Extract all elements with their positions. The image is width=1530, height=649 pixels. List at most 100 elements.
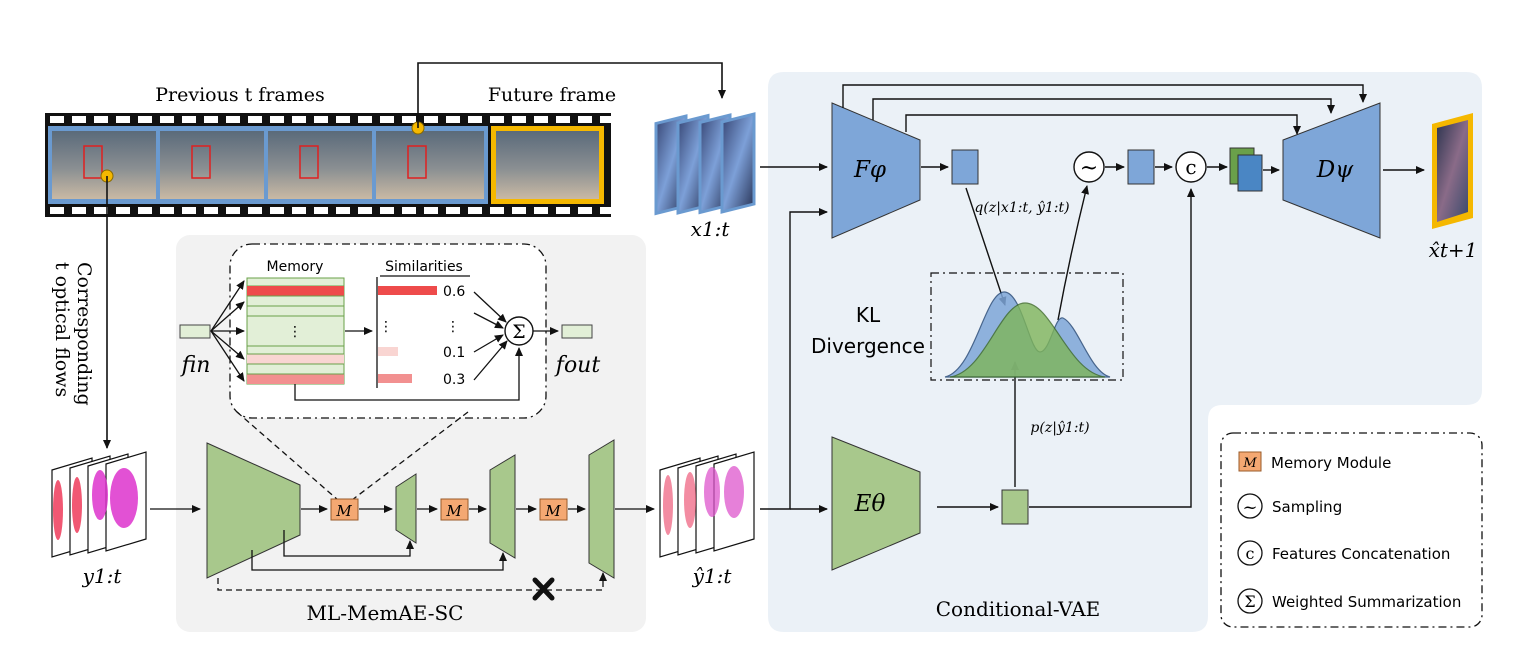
film-perforation [270, 207, 284, 214]
film-perforation [424, 207, 438, 214]
f-in-label: fin [180, 353, 211, 378]
cvae-panel [768, 72, 1482, 632]
film-perforation [72, 116, 86, 123]
y-input-label: y1:t [82, 564, 123, 588]
film-perforation [556, 207, 570, 214]
sampling-node [1073, 151, 1105, 183]
concat-symbol: c [1185, 155, 1196, 179]
d-psi-label: Dψ [1316, 157, 1354, 183]
memae-encoder-block-2 [395, 473, 417, 544]
sampling-symbol: ~ [1080, 156, 1098, 181]
similarity-value-2: 0.1 [443, 345, 465, 361]
legend-concat-label: Features Concatenation [1272, 545, 1450, 563]
similarity-bars [378, 286, 437, 383]
f-in-vector [179, 324, 211, 339]
skip-removed-cross-icon [532, 577, 555, 601]
film-perforation [182, 116, 196, 123]
legend-memory-icon [1238, 451, 1262, 472]
future-frame-label: Future frame [488, 84, 616, 106]
previous-frames [52, 131, 484, 199]
memae-network: M M M [150, 439, 655, 601]
film-perforation [490, 116, 504, 123]
p-distribution-label: p(z|ŷ1:t) [1030, 419, 1089, 436]
legend-concat-symbol: c [1246, 544, 1255, 563]
film-perforation [380, 116, 394, 123]
film-perforation [446, 116, 460, 123]
film-perforation [160, 116, 174, 123]
previous-frames-label: Previous t frames [155, 84, 325, 106]
kl-label-line1: KL [856, 303, 881, 327]
legend-box [1220, 432, 1483, 628]
prior-latent [1001, 489, 1029, 525]
film-perforation [402, 116, 416, 123]
similarity-bar-3 [378, 374, 412, 383]
memory-module-2-letter: M [445, 502, 462, 520]
memory-module-1 [330, 498, 359, 521]
q-distribution-label: q(z|x1:t, ŷ1:t) [974, 199, 1069, 216]
film-perforation [226, 116, 240, 123]
film-perforation [358, 207, 372, 214]
film-perforation [600, 116, 614, 123]
film-perforation [314, 116, 328, 123]
memae-encoder-block-3 [489, 454, 516, 559]
film-perforation [512, 207, 526, 214]
memory-module-2 [440, 498, 469, 521]
memae-decoder-block [588, 439, 615, 579]
cvae-title: Conditional-VAE [936, 597, 1101, 621]
film-perforation [336, 207, 350, 214]
similarity-bar-2 [378, 347, 398, 356]
film-perforation [556, 116, 570, 123]
film-perforation [424, 116, 438, 123]
y-hat-label: ŷ1:t [692, 564, 733, 588]
film-perforation [292, 207, 306, 214]
film-perforation [204, 207, 218, 214]
memory-vertical-ellipsis: ⋮ [288, 324, 302, 340]
film-perforation [292, 116, 306, 123]
film-perforation [204, 116, 218, 123]
film-perforation [336, 116, 350, 123]
memory-module-3 [539, 498, 568, 521]
film-perforation [314, 207, 328, 214]
distribution-p-curve [949, 302, 1106, 378]
legend: M Memory Module ~ Sampling c Features Co… [1237, 451, 1461, 614]
film-perforation [358, 116, 372, 123]
film-perforation [94, 207, 108, 214]
d-psi-decoder [1282, 102, 1381, 239]
similarity-bar-1 [378, 286, 437, 295]
legend-memory-label: Memory Module [1271, 454, 1391, 472]
film-perforation [534, 207, 548, 214]
flows-label-line1: Corresponding [73, 262, 95, 406]
film-perforation [402, 207, 416, 214]
sampled-latent [1127, 149, 1155, 185]
film-perforation [50, 207, 64, 214]
film-perforation [468, 116, 482, 123]
flows-label-line2: t optical flows [51, 262, 73, 397]
e-theta-label: Eθ [854, 491, 886, 517]
film-perforation [160, 207, 174, 214]
memory-table: ⋮ [246, 277, 345, 385]
film-perforation [138, 116, 152, 123]
film-perforation [578, 116, 592, 123]
kl-label-line2: Divergence [811, 334, 925, 358]
posterior-latent [951, 149, 979, 185]
film-perforation [138, 207, 152, 214]
similarity-ellipsis-left: ⋮ [379, 319, 393, 335]
memae-title: ML-MemAE-SC [307, 601, 464, 625]
legend-sampling-symbol: ~ [1242, 497, 1257, 518]
f-phi-encoder [831, 102, 921, 239]
e-theta-encoder [831, 436, 921, 571]
film-perforation [116, 207, 130, 214]
memory-module-3-letter: M [544, 502, 561, 520]
film-perforation [578, 207, 592, 214]
flow-output-stack [659, 451, 755, 558]
x-hat-label: x̂t+1 [1429, 238, 1478, 262]
weighted-sum-symbol: Σ [512, 321, 525, 343]
film-perforation [380, 207, 394, 214]
film-perforation [248, 116, 262, 123]
cvae-network: Fφ Dψ Eθ ~ c [760, 84, 1473, 571]
legend-sum-symbol: Σ [1244, 592, 1255, 611]
legend-memory-symbol: M [1242, 456, 1257, 471]
x-input-label: x1:t [691, 217, 731, 241]
similarity-value-1: 0.6 [443, 284, 465, 300]
